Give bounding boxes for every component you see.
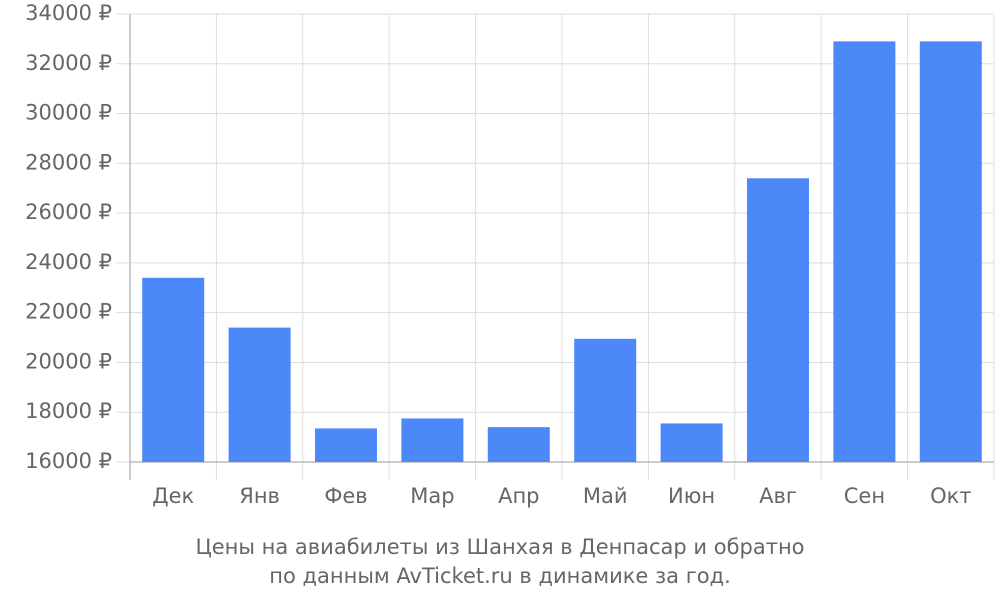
chart-title: по данным AvTicket.ru в динамике за год. [269,564,731,588]
y-tick-label: 16000 ₽ [25,449,112,473]
bar [833,41,896,462]
y-tick-label: 32000 ₽ [25,51,112,75]
bar [401,418,464,462]
bar [574,338,637,462]
y-tick-label: 34000 ₽ [25,1,112,25]
chart-title: Цены на авиабилеты из Шанхая в Денпасар … [195,535,804,559]
x-tick-label: Мар [410,484,454,508]
bar [228,327,291,462]
x-tick-label: Окт [930,484,971,508]
bar [660,423,723,462]
bar [919,41,982,462]
x-tick-label: Фев [324,484,367,508]
x-tick-label: Июн [668,484,715,508]
y-tick-label: 30000 ₽ [25,101,112,125]
y-tick-label: 24000 ₽ [25,250,112,274]
bar [747,178,809,462]
y-tick-label: 26000 ₽ [25,200,112,224]
bar [315,428,377,462]
x-tick-label: Янв [239,484,280,508]
y-tick-label: 18000 ₽ [25,399,112,423]
bar [487,427,550,462]
x-tick-label: Сен [844,484,885,508]
y-tick-label: 28000 ₽ [25,150,112,174]
x-tick-label: Апр [498,484,539,508]
y-tick-label: 20000 ₽ [25,349,112,373]
y-tick-label: 22000 ₽ [25,300,112,324]
bar [142,277,205,462]
x-tick-label: Дек [152,484,194,508]
x-tick-label: Май [583,484,628,508]
x-tick-label: Авг [759,484,797,508]
